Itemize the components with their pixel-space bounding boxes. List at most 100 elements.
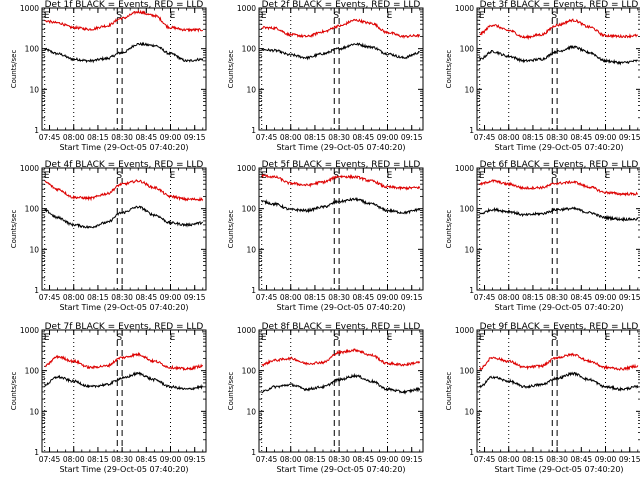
x-tick-label: 07:45 [256, 455, 278, 464]
panel-title: Det 8f BLACK = Events, RED = LLD [262, 322, 421, 332]
series-line-events [261, 372, 421, 395]
x-tick-label: 08:30 [546, 455, 568, 464]
x-tick-label: 09:00 [377, 293, 399, 302]
x-tick-label: 08:00 [280, 293, 302, 302]
x-tick-label: 08:45 [571, 293, 593, 302]
plot-frame [258, 167, 424, 291]
x-axis-label: Start Time (29-Oct-05 07:40:20) [494, 303, 623, 312]
marker-label: E [387, 11, 393, 21]
x-tick-label: 09:15 [401, 455, 423, 464]
y-tick-label: 10 [464, 407, 474, 416]
y-tick-label: 1000 [20, 4, 39, 13]
x-tick-label: 08:15 [87, 455, 109, 464]
marker-label: S [333, 333, 339, 343]
panel-title: Det 7f BLACK = Events, RED = LLD [45, 322, 204, 332]
x-tick-label: 08:00 [63, 133, 85, 142]
series-line-lld [261, 18, 421, 40]
x-tick-label: 08:45 [353, 293, 375, 302]
panel-3: Det 3f BLACK = Events, RED = LLD 1 10 100 10… [445, 0, 640, 152]
x-tick-label: 08:15 [304, 133, 326, 142]
y-tick-label: 10 [29, 245, 39, 254]
x-tick-label: 08:30 [328, 133, 350, 142]
y-tick-label: 1000 [20, 326, 39, 335]
panel-8: Det 8f BLACK = Events, RED = LLD 1 10 100 10… [227, 322, 424, 474]
x-tick-label: 08:15 [522, 455, 544, 464]
plot-frame [476, 329, 640, 453]
marker-label: E [605, 11, 611, 21]
x-axis-label: Start Time (29-Oct-05 07:40:20) [59, 143, 188, 152]
y-tick-label: 10 [29, 407, 39, 416]
y-tick-label: 10 [246, 245, 256, 254]
plot-frame [41, 167, 207, 291]
x-tick-label: 08:30 [111, 293, 133, 302]
y-tick-label: 1 [251, 126, 256, 135]
panel-9: Det 9f BLACK = Events, RED = LLD 1 10 100 10… [445, 322, 640, 474]
y-tick-label: 1 [251, 286, 256, 295]
marker-label: E [261, 11, 267, 21]
x-tick-label: 09:00 [595, 293, 617, 302]
x-axis-label: Start Time (29-Oct-05 07:40:20) [494, 465, 623, 474]
x-tick-label: 08:30 [111, 455, 133, 464]
y-tick-label: 10 [29, 85, 39, 94]
marker-label: S [551, 11, 557, 21]
marker-label: E [170, 333, 176, 343]
y-tick-label: 100 [242, 45, 257, 54]
x-axis-label: Start Time (29-Oct-05 07:40:20) [59, 465, 188, 474]
y-tick-label: 1 [469, 448, 474, 457]
x-tick-label: 08:00 [280, 133, 302, 142]
x-tick-label: 08:00 [280, 455, 302, 464]
marker-label: E [479, 11, 485, 21]
panel-title: Det 2f BLACK = Events, RED = LLD [262, 0, 421, 10]
series-line-events [44, 205, 203, 229]
x-tick-label: 08:30 [546, 293, 568, 302]
x-tick-label: 09:00 [160, 133, 182, 142]
y-axis-label: Counts/sec [227, 50, 235, 89]
marker-label: E [261, 171, 267, 181]
y-tick-label: 10 [464, 85, 474, 94]
x-tick-label: 09:00 [160, 455, 182, 464]
x-tick-label: 08:15 [87, 293, 109, 302]
plot-frame [476, 7, 640, 131]
y-tick-label: 1 [469, 286, 474, 295]
marker-label: S [551, 333, 557, 343]
marker-label: E [479, 333, 485, 343]
series-line-lld [479, 179, 639, 197]
series-line-events [44, 371, 204, 391]
y-axis-label: Counts/sec [227, 210, 235, 249]
series-line-lld [44, 178, 204, 202]
plot-frame [258, 329, 424, 453]
x-tick-label: 08:45 [136, 133, 158, 142]
x-tick-label: 08:15 [304, 293, 326, 302]
series-line-events [479, 44, 638, 66]
series-line-lld [261, 348, 421, 367]
series-line-events [44, 41, 204, 64]
x-tick-label: 08:45 [136, 455, 158, 464]
x-tick-label: 09:15 [401, 133, 423, 142]
y-tick-label: 100 [25, 205, 40, 214]
panel-title: Det 1f BLACK = Events, RED = LLD [45, 0, 204, 10]
series-line-events [479, 206, 639, 223]
x-tick-label: 08:45 [571, 133, 593, 142]
marker-label: E [44, 11, 50, 21]
x-tick-label: 09:00 [160, 293, 182, 302]
x-tick-label: 07:45 [39, 133, 61, 142]
x-tick-label: 08:15 [522, 293, 544, 302]
y-axis-label: Counts/sec [10, 50, 18, 89]
y-tick-label: 1000 [455, 164, 474, 173]
y-tick-label: 1 [469, 126, 474, 135]
series-line-lld [479, 352, 639, 372]
x-tick-label: 07:45 [256, 133, 278, 142]
y-axis-label: Counts/sec [10, 372, 18, 411]
plot-frame [476, 167, 640, 291]
y-tick-label: 1000 [237, 164, 256, 173]
x-tick-label: 08:30 [546, 133, 568, 142]
y-tick-label: 10 [246, 85, 256, 94]
x-tick-label: 08:45 [353, 455, 375, 464]
y-tick-label: 1 [34, 286, 39, 295]
x-tick-label: 09:15 [401, 293, 423, 302]
series-line-events [261, 196, 421, 215]
x-tick-label: 09:00 [377, 455, 399, 464]
x-tick-label: 09:15 [184, 455, 206, 464]
y-tick-label: 100 [242, 367, 257, 376]
